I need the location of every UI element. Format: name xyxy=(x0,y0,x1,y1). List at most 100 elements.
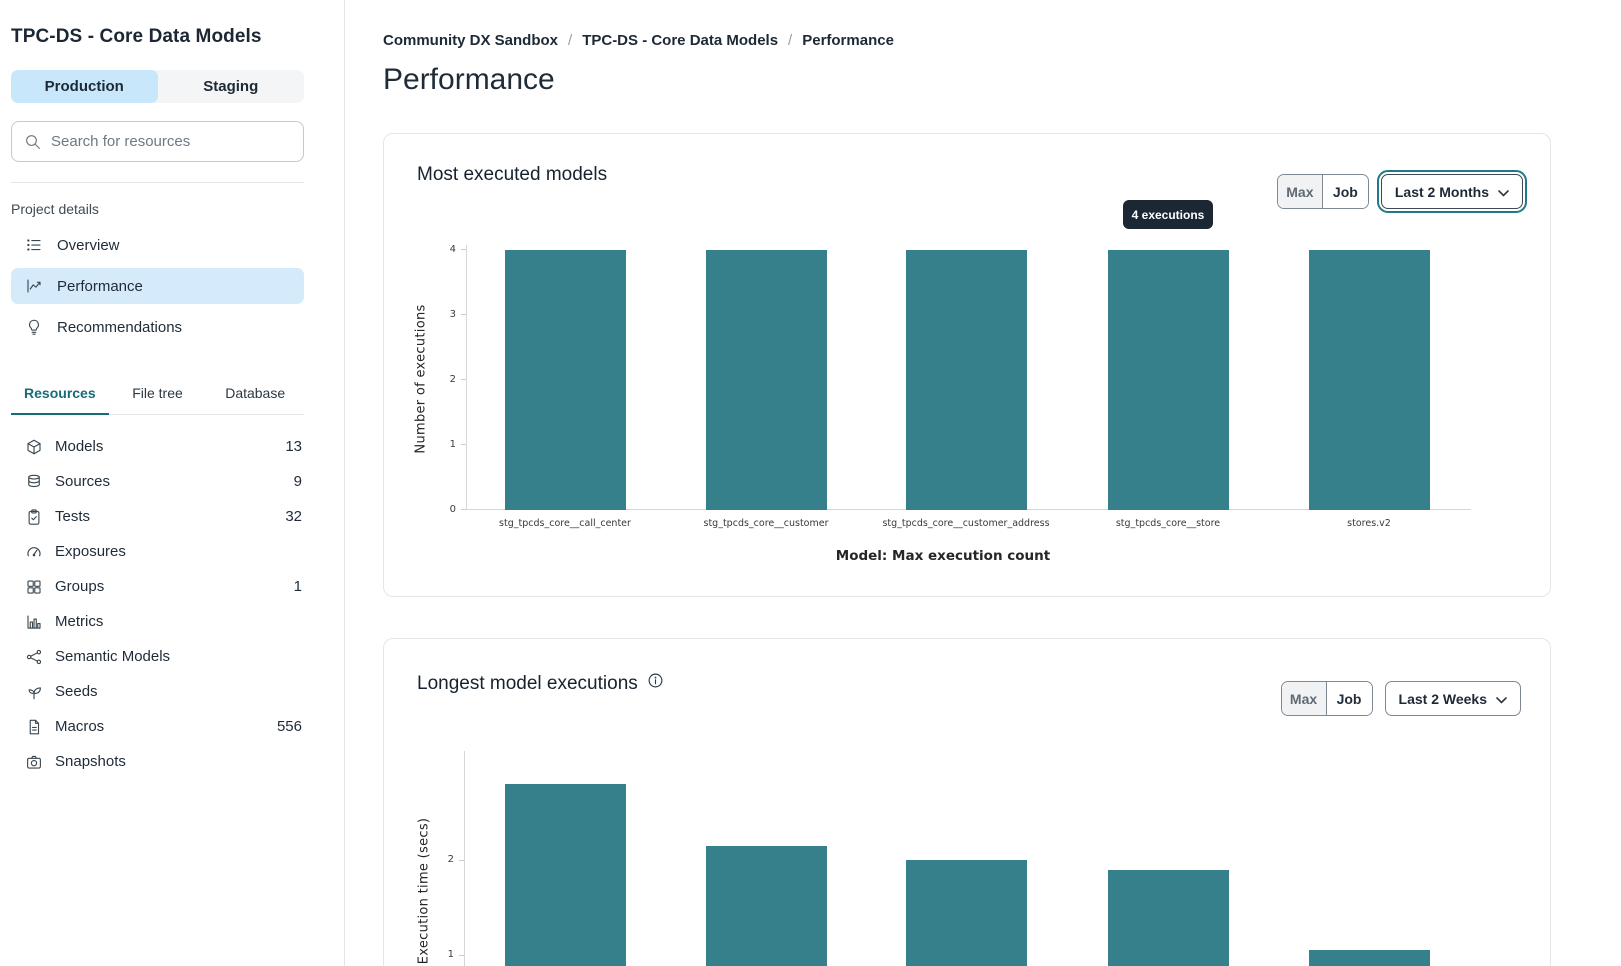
bar[interactable] xyxy=(905,249,1027,510)
y-tick-mark xyxy=(461,509,466,510)
card-most-executed-models: Most executed models Max Job Last 2 Mont… xyxy=(383,133,1551,597)
y-axis-title: Number of executions xyxy=(413,304,429,454)
clipboard-check-icon xyxy=(25,508,43,526)
line-chart-icon xyxy=(25,277,43,295)
breadcrumb-separator: / xyxy=(568,32,573,49)
resource-label: Metrics xyxy=(55,613,104,630)
resource-row-semantic-models[interactable]: Semantic Models xyxy=(11,639,304,674)
resource-row-metrics[interactable]: Metrics xyxy=(11,604,304,639)
sidebar-item-label: Overview xyxy=(57,236,120,254)
resource-label: Seeds xyxy=(55,683,98,700)
resource-row-macros[interactable]: Macros 556 xyxy=(11,709,304,744)
resource-list: Models 13 Sources 9 Tests 32 xyxy=(11,429,304,779)
y-axis-title: Execution time (secs) xyxy=(416,817,432,965)
breadcrumb-separator: / xyxy=(788,32,793,49)
chart-2-plot: Execution time (secs) 2 1 xyxy=(384,639,1550,966)
y-tick-label: 1 xyxy=(449,438,456,450)
cube-icon xyxy=(25,438,43,456)
y-tick-label: 2 xyxy=(449,373,456,385)
y-tick-mark xyxy=(461,444,466,445)
resource-row-models[interactable]: Models 13 xyxy=(11,429,304,464)
date-range-dropdown[interactable]: Last 2 Months xyxy=(1376,170,1528,213)
bar[interactable] xyxy=(504,249,626,510)
bar[interactable] xyxy=(1308,249,1430,510)
resource-label: Tests xyxy=(55,508,91,525)
resource-row-seeds[interactable]: Seeds xyxy=(11,674,304,709)
resource-label: Sources xyxy=(55,473,111,490)
database-icon xyxy=(25,473,43,491)
max-button[interactable]: Max xyxy=(1277,175,1323,208)
card-longest-model-executions: Longest model executions Max Job Last 2 … xyxy=(383,638,1551,966)
x-axis-line xyxy=(466,509,1471,510)
x-tick-label: stg_tpcds_core__customer_address xyxy=(882,518,1050,529)
bar[interactable] xyxy=(1107,869,1229,966)
sidebar-item-recommendations[interactable]: Recommendations xyxy=(11,309,304,345)
resource-label: Macros xyxy=(55,718,105,735)
resource-row-tests[interactable]: Tests 32 xyxy=(11,499,304,534)
breadcrumb: Community DX Sandbox / TPC-DS - Core Dat… xyxy=(383,32,1621,49)
chevron-down-icon xyxy=(1498,184,1509,200)
resource-count: 556 xyxy=(276,718,302,735)
seedling-icon xyxy=(25,683,43,701)
y-tick-label: 1 xyxy=(447,949,454,960)
bar[interactable] xyxy=(905,860,1027,966)
max-job-toggle: Max Job xyxy=(1280,681,1373,716)
date-range-value: Last 2 Months xyxy=(1394,183,1489,200)
resource-row-sources[interactable]: Sources 9 xyxy=(11,464,304,499)
resource-row-groups[interactable]: Groups 1 xyxy=(11,569,304,604)
y-axis-line xyxy=(466,245,467,510)
breadcrumb-item[interactable]: Community DX Sandbox xyxy=(383,32,559,49)
job-button[interactable]: Job xyxy=(1322,175,1368,208)
tab-staging[interactable]: Staging xyxy=(158,70,305,103)
sidebar-item-label: Performance xyxy=(57,277,143,295)
y-tick-mark xyxy=(461,314,466,315)
date-range-value: Last 2 Weeks xyxy=(1398,690,1487,707)
search-input[interactable] xyxy=(51,133,291,150)
resource-row-snapshots[interactable]: Snapshots xyxy=(11,744,304,779)
max-job-toggle: Max Job xyxy=(1276,174,1369,209)
y-tick-mark xyxy=(461,249,466,250)
project-details-label: Project details xyxy=(11,201,99,217)
chevron-down-icon xyxy=(1496,691,1507,707)
tab-production[interactable]: Production xyxy=(11,70,158,103)
breadcrumb-item-current: Performance xyxy=(802,32,894,49)
bar[interactable] xyxy=(705,249,827,510)
breadcrumb-item[interactable]: TPC-DS - Core Data Models xyxy=(582,32,779,49)
tab-database[interactable]: Database xyxy=(225,385,286,401)
job-button[interactable]: Job xyxy=(1326,682,1372,715)
gauge-icon xyxy=(25,543,43,561)
tab-resources[interactable]: Resources xyxy=(11,375,109,415)
network-icon xyxy=(25,648,43,666)
project-title: TPC-DS - Core Data Models xyxy=(11,26,262,47)
resource-label: Groups xyxy=(55,578,105,595)
bar[interactable] xyxy=(705,845,827,966)
y-tick-mark xyxy=(459,954,464,956)
y-axis-line xyxy=(464,751,465,966)
sidebar-item-overview[interactable]: Overview xyxy=(11,227,304,263)
bar[interactable] xyxy=(1107,249,1229,510)
list-icon xyxy=(25,236,43,254)
max-button[interactable]: Max xyxy=(1281,682,1327,715)
chart-1-controls: Max Job Last 2 Months xyxy=(1276,170,1528,213)
date-range-dropdown[interactable]: Last 2 Weeks xyxy=(1384,681,1521,716)
info-icon[interactable] xyxy=(647,672,664,695)
sidebar: TPC-DS - Core Data Models Production Sta… xyxy=(0,0,345,966)
bar-chart-icon xyxy=(25,613,43,631)
sidebar-item-performance[interactable]: Performance xyxy=(11,268,304,304)
resource-label: Snapshots xyxy=(55,753,126,770)
camera-icon xyxy=(25,753,43,771)
tooltip: 4 executions xyxy=(1123,200,1213,229)
bar[interactable] xyxy=(504,784,626,966)
resource-row-exposures[interactable]: Exposures xyxy=(11,534,304,569)
y-tick-label: 4 xyxy=(449,243,456,255)
search-box[interactable] xyxy=(11,121,304,162)
y-tick-label: 3 xyxy=(449,308,456,320)
main-content: Community DX Sandbox / TPC-DS - Core Dat… xyxy=(345,0,1621,966)
page-title: Performance xyxy=(383,63,555,96)
tab-file-tree[interactable]: File tree xyxy=(132,385,183,401)
sidebar-item-label: Recommendations xyxy=(57,318,183,336)
x-tick-label: stg_tpcds_core__customer xyxy=(703,518,829,529)
bar[interactable] xyxy=(1308,950,1430,966)
sidebar-divider xyxy=(11,182,304,183)
